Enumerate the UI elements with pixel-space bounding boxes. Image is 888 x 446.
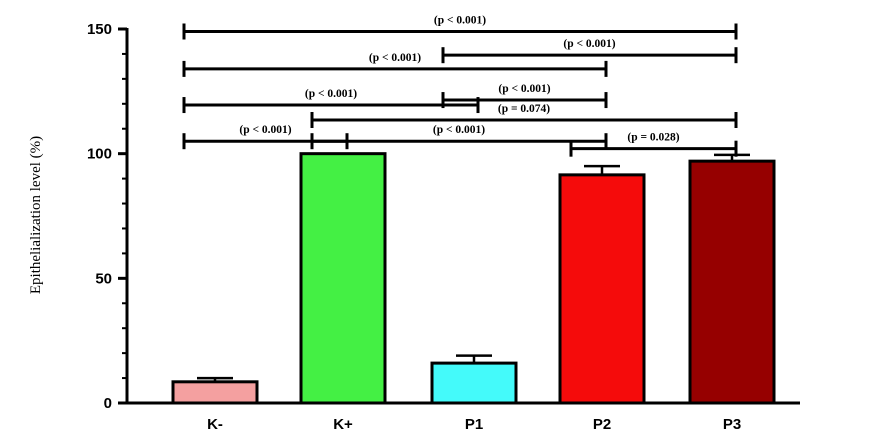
y-axis-label: Epithelialization level (%) [28, 136, 44, 294]
bracket-label: (p < 0.001) [305, 88, 357, 100]
bracket-label: (p < 0.001) [498, 83, 550, 95]
x-axis-categories: K- K+ P1 P2 P3 [207, 416, 741, 433]
bracket-label: (p = 0.074) [498, 103, 550, 115]
y-tick-label: 50 [95, 270, 112, 287]
category-label: K- [207, 416, 223, 433]
category-label: K+ [333, 416, 353, 433]
bars [171, 152, 776, 405]
category-label: P3 [723, 416, 741, 433]
y-tick-label: 150 [87, 21, 112, 38]
bracket-label: (p < 0.001) [563, 38, 615, 50]
bracket-label: (p < 0.001) [434, 14, 486, 26]
bracket-label: (p < 0.001) [239, 124, 291, 136]
significance-brackets: (p < 0.001) (p < 0.001) (p < 0.001) (p < 0.… [182, 14, 738, 157]
axes [125, 28, 800, 405]
category-label: P2 [593, 416, 611, 433]
y-tick-label: 100 [87, 146, 112, 163]
bar-K+ [299, 152, 387, 405]
y-tick-label: 0 [104, 395, 112, 412]
category-label: P1 [465, 416, 483, 433]
bar-P2 [558, 173, 646, 405]
bracket-label: (p < 0.001) [433, 124, 485, 136]
bar-P1 [430, 361, 518, 405]
bracket-label: (p < 0.001) [369, 52, 421, 64]
y-axis-ticks: 0 50 100 150 [87, 21, 127, 412]
bar-P3 [688, 159, 776, 405]
bracket-label: (p = 0.028) [627, 132, 679, 144]
bar-K- [171, 380, 259, 405]
